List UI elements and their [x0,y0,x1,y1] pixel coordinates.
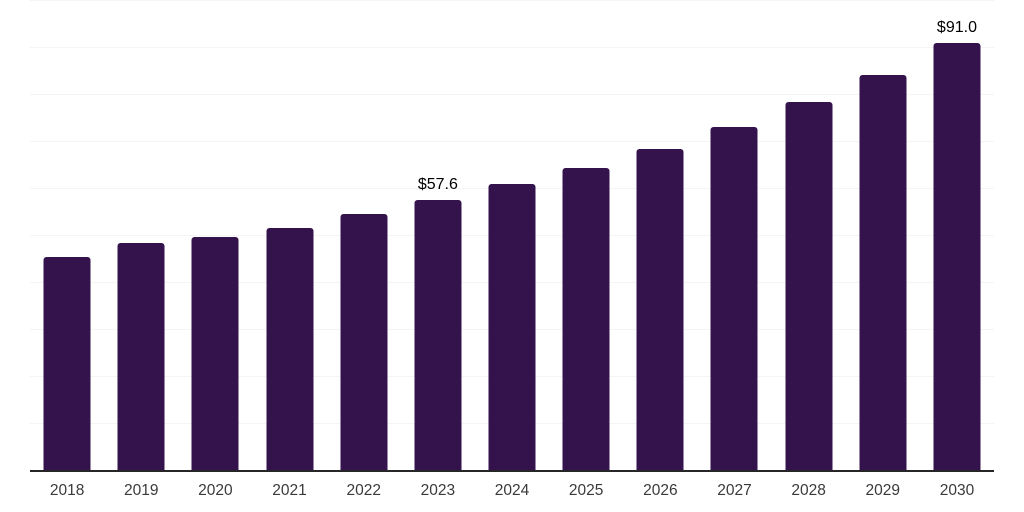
bar-slot-2018 [30,1,104,471]
x-tick-label-2021: 2021 [272,482,307,499]
x-tick-label-2024: 2024 [494,482,530,499]
bar-slot-2022 [327,1,401,471]
gridline-90 [30,47,994,48]
x-tick-label-2029: 2029 [865,482,901,499]
bars-container: $57.6 $91.0 [30,1,994,471]
x-tick-label-2022: 2022 [346,482,381,499]
bar-2019 [117,242,165,471]
bar-slot-2020 [178,1,252,471]
bar-slot-2027 [697,1,771,471]
x-tick-label-2020: 2020 [198,482,233,499]
bar-2028 [785,101,833,471]
bar-2022 [340,214,388,471]
bar-2021 [266,228,314,471]
x-tick-label-2018: 2018 [49,482,85,499]
bar-2023 [414,200,462,471]
x-tick-label-2019: 2019 [123,482,159,499]
bar-slot-2024 [475,1,549,471]
bar-slot-2025 [549,1,623,471]
bar-slot-2030: $91.0 [920,1,994,471]
bar-slot-2021 [252,1,326,471]
plot-area: $57.6 $91.0 [30,0,994,472]
bar-2025 [562,168,610,471]
bar-value-label-2023: $57.6 [417,176,458,194]
bar-2027 [710,127,758,471]
bar-value-label-2030: $91.0 [936,19,977,37]
bar-slot-2019 [104,1,178,471]
gridline-80 [30,94,994,95]
bar-slot-2023: $57.6 [401,1,475,471]
bar-2026 [636,149,684,471]
x-axis-labels: 2018 2019 2020 2021 2022 2023 2024 2025 2026 2027… [30,481,994,501]
bar-slot-2028 [772,1,846,471]
x-tick-label-2028: 2028 [791,482,826,499]
bar-slot-2029 [846,1,920,471]
x-tick-label-2026: 2026 [643,482,678,499]
x-axis-line [30,470,994,472]
bar-slot-2026 [623,1,697,471]
gridline-100 [30,0,994,1]
bar-2018 [43,257,91,471]
x-tick-label-2025: 2025 [568,482,604,499]
x-tick-label-2027: 2027 [717,482,752,499]
gridline-70 [30,141,994,142]
bar-2030 [933,43,981,471]
bar-2029 [859,75,907,471]
x-tick-label-2030: 2030 [939,482,975,499]
bar-2020 [191,237,239,471]
x-tick-label-2023: 2023 [420,482,456,499]
bar-2024 [488,183,536,471]
